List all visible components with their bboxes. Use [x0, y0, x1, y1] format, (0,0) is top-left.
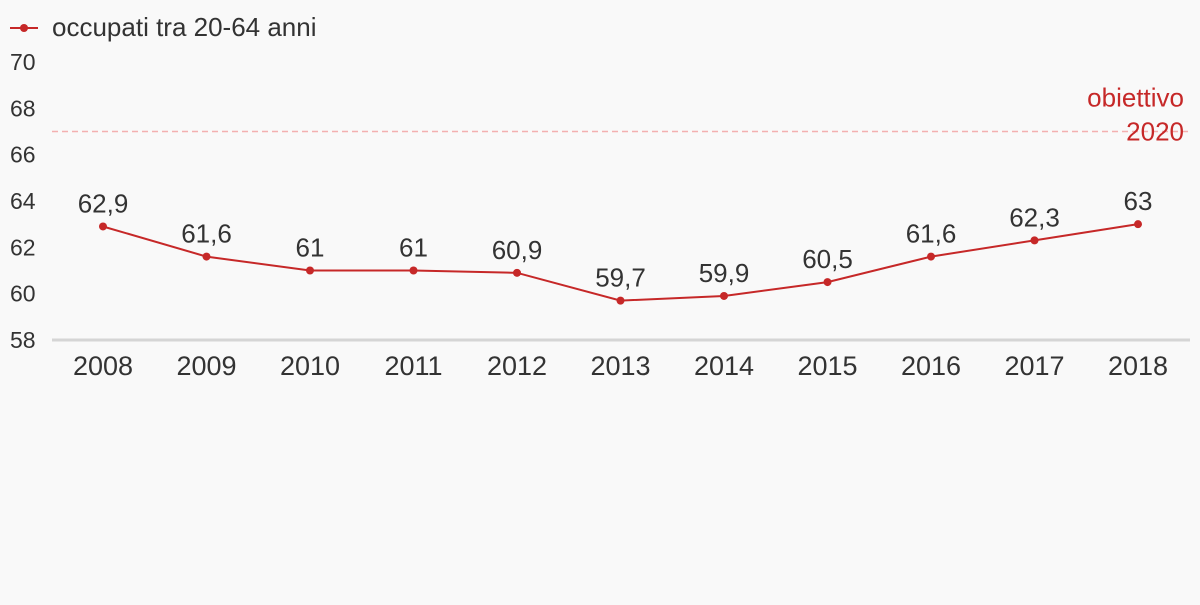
data-label: 61,6 — [181, 219, 232, 249]
data-labels: 62,9 61,6 61 61 60,9 59,7 59,9 60,5 61,6 62,3 63 — [78, 186, 1153, 292]
x-tick-label: 2008 — [73, 351, 133, 381]
legend-label: occupati tra 20-64 anni — [52, 12, 317, 42]
data-point — [306, 266, 314, 275]
x-tick-label: 2014 — [694, 351, 754, 381]
x-tick-label: 2017 — [1004, 351, 1064, 381]
x-tick-label: 2013 — [590, 351, 650, 381]
y-tick-label: 66 — [10, 142, 36, 168]
x-tick-label: 2012 — [487, 351, 547, 381]
data-point — [1134, 220, 1142, 229]
target-reference: obiettivo 2020 — [52, 83, 1190, 147]
data-point — [927, 252, 935, 261]
data-point — [99, 222, 107, 231]
data-label: 61 — [296, 233, 325, 263]
x-tick-label: 2018 — [1108, 351, 1168, 381]
data-label: 62,3 — [1009, 202, 1060, 232]
target-label-line2: 2020 — [1126, 117, 1184, 147]
y-tick-label: 70 — [10, 49, 36, 75]
x-tick-label: 2009 — [176, 351, 236, 381]
data-point — [616, 296, 625, 305]
y-axis: 58 60 62 64 66 68 70 — [10, 49, 36, 353]
data-label: 59,7 — [595, 263, 646, 293]
x-tick-label: 2015 — [797, 351, 857, 381]
data-point — [823, 278, 832, 287]
data-label: 62,9 — [78, 188, 129, 218]
x-tick-label: 2010 — [280, 351, 340, 381]
y-tick-label: 58 — [10, 327, 36, 353]
legend-dot-marker — [20, 24, 28, 32]
legend: occupati tra 20-64 anni — [10, 12, 317, 42]
x-tick-label: 2011 — [384, 351, 442, 381]
data-point — [513, 268, 521, 277]
data-label: 61,6 — [906, 219, 957, 249]
x-axis: 2008 2009 2010 2011 2012 2013 2014 2015 2016 2017… — [73, 351, 1168, 381]
target-label-line1: obiettivo — [1087, 83, 1184, 113]
data-point — [409, 266, 418, 275]
data-label: 60,9 — [492, 235, 543, 265]
data-points — [99, 220, 1142, 305]
data-label: 60,5 — [802, 244, 853, 274]
data-label: 59,9 — [699, 258, 750, 288]
y-tick-label: 64 — [10, 188, 36, 214]
data-point — [720, 291, 728, 300]
data-point — [202, 252, 211, 261]
data-label: 61 — [399, 233, 428, 263]
y-tick-label: 68 — [10, 95, 36, 121]
data-point — [1030, 236, 1039, 245]
data-label: 63 — [1124, 186, 1153, 216]
y-tick-label: 62 — [10, 234, 36, 260]
x-tick-label: 2016 — [901, 351, 961, 381]
y-tick-label: 60 — [10, 281, 36, 307]
